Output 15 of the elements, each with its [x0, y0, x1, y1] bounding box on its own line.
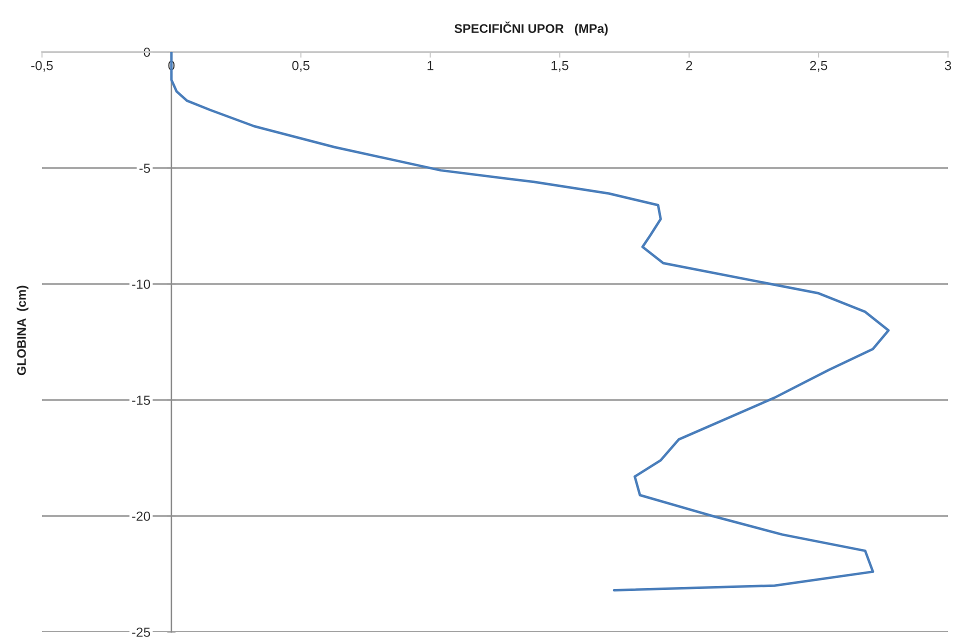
x-tick-label: 1,5 [552, 61, 568, 72]
x-tick-label: 2 [686, 60, 692, 70]
y-tick-label: -10 [132, 280, 150, 289]
line-series [170, 52, 890, 592]
y-tick-label: -20 [132, 512, 150, 521]
y-tick-label: -5 [139, 164, 150, 173]
y-tick-label: -25 [132, 628, 150, 637]
y-tick-label: -15 [132, 396, 150, 405]
y-axis-title: GLOBINA (cm) [16, 286, 28, 376]
x-axis-title: SPECIFIČNI UPOR (MPa) [454, 22, 608, 36]
x-tick-label: -0,5 [31, 60, 53, 72]
x-tick-label: 1 [428, 61, 434, 70]
x-tick-label: 0,5 [292, 60, 310, 72]
x-tick-label: 2,5 [810, 60, 828, 72]
x-tick-label: 3 [944, 60, 952, 70]
